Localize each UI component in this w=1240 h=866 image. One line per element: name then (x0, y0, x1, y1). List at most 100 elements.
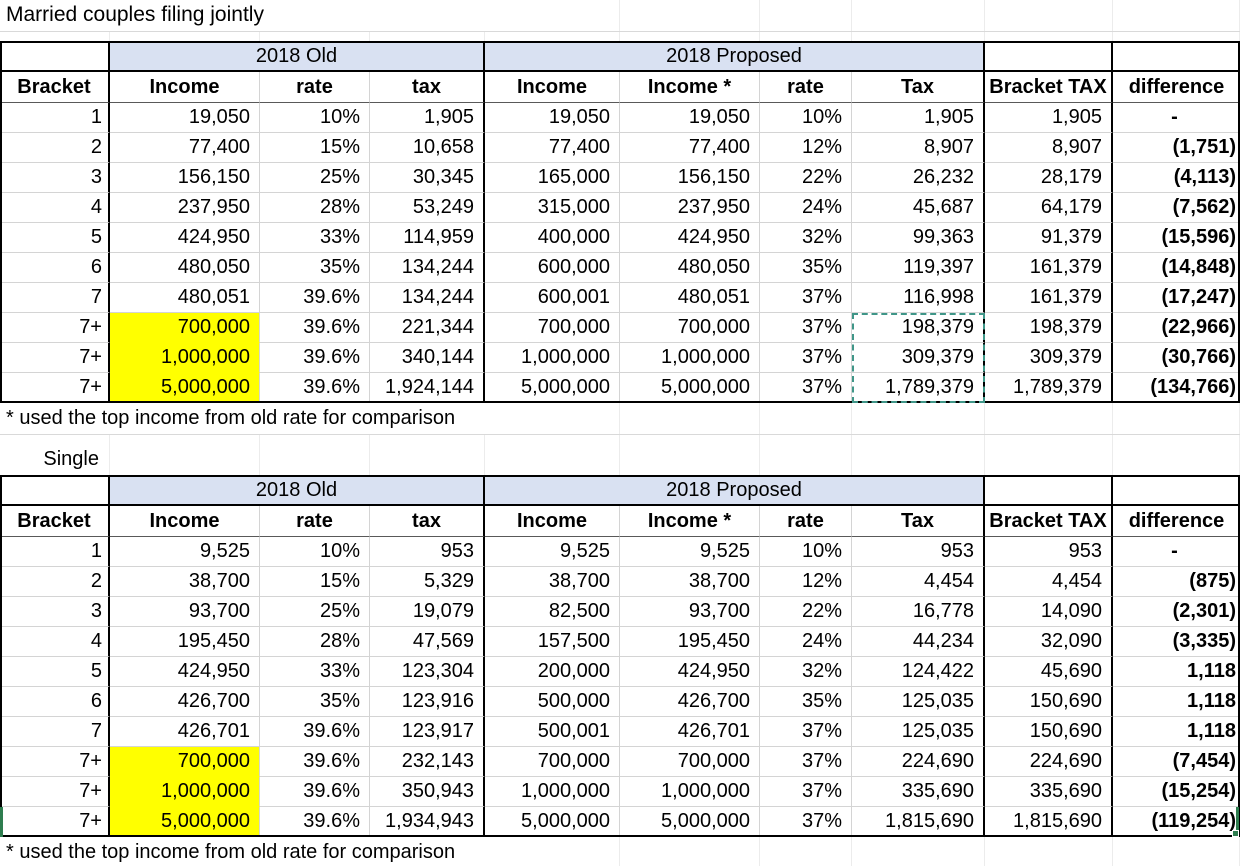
cell[interactable]: 426,700 (110, 687, 260, 717)
group-header-proposed[interactable]: 2018 Proposed (485, 475, 985, 506)
cell[interactable]: 77,400 (485, 133, 620, 163)
cell[interactable]: 9,525 (620, 537, 760, 567)
cell[interactable]: 5,000,000 (485, 373, 620, 403)
cell[interactable]: 700,000 (620, 313, 760, 343)
column-header-rate[interactable]: rate (760, 506, 852, 537)
cell[interactable]: 161,379 (985, 253, 1113, 283)
cell[interactable]: 32% (760, 657, 852, 687)
empty-cell[interactable] (852, 445, 985, 475)
column-header-bracket-tax[interactable]: Bracket TAX (985, 506, 1113, 537)
cell[interactable]: (1,751) (1113, 133, 1240, 163)
empty-cell[interactable] (852, 0, 985, 31)
cell[interactable]: 165,000 (485, 163, 620, 193)
cell[interactable]: (134,766) (1150, 376, 1236, 398)
cell[interactable]: 424,950 (620, 223, 760, 253)
cell[interactable]: 134,244 (370, 253, 485, 283)
column-header-income[interactable]: Income (110, 72, 260, 103)
cell[interactable]: 28,179 (985, 163, 1113, 193)
cell[interactable]: 953 (370, 537, 485, 567)
cell[interactable]: 1,000,000 (485, 777, 620, 807)
cell[interactable]: 91,379 (985, 223, 1113, 253)
cell[interactable]: 700,000 (110, 313, 260, 343)
cell[interactable]: 335,690 (852, 777, 985, 807)
cell[interactable]: 37% (760, 777, 852, 807)
cell[interactable]: 4,454 (985, 567, 1113, 597)
cell[interactable]: 35% (260, 687, 370, 717)
cell[interactable]: 9,525 (485, 537, 620, 567)
cell[interactable]: 700,000 (110, 747, 260, 777)
cell[interactable]: 424,950 (620, 657, 760, 687)
cell[interactable]: (3,335) (1113, 627, 1240, 657)
cell[interactable]: (17,247) (1113, 283, 1240, 313)
empty-cell[interactable] (1113, 475, 1240, 506)
cell[interactable]: 39.6% (260, 313, 370, 343)
cell[interactable]: 123,917 (370, 717, 485, 747)
cell[interactable]: 232,143 (370, 747, 485, 777)
cell[interactable]: (14,848) (1113, 253, 1240, 283)
cell[interactable]: - (1113, 537, 1240, 567)
cell[interactable]: 1,118 (1113, 657, 1240, 687)
column-header-bracket-tax[interactable]: Bracket TAX (985, 72, 1113, 103)
empty-cell[interactable] (760, 403, 852, 434)
cell[interactable]: 125,035 (852, 717, 985, 747)
cell[interactable]: 119,397 (852, 253, 985, 283)
cell[interactable]: 350,943 (370, 777, 485, 807)
cell[interactable]: 237,950 (620, 193, 760, 223)
cell[interactable]: 1,000,000 (110, 343, 260, 373)
cell[interactable]: 953 (985, 537, 1113, 567)
cell[interactable]: 10,658 (370, 133, 485, 163)
cell[interactable]: 93,700 (110, 597, 260, 627)
cell[interactable]: 28% (260, 627, 370, 657)
cell[interactable]: 37% (760, 373, 852, 403)
empty-cell[interactable] (620, 403, 760, 434)
cell[interactable]: 309,379 (852, 343, 985, 373)
single-label[interactable]: Single (0, 445, 110, 475)
cell[interactable]: 39.6% (260, 717, 370, 747)
cell[interactable]: 37% (760, 283, 852, 313)
cell[interactable]: 500,001 (485, 717, 620, 747)
cell[interactable]: 99,363 (852, 223, 985, 253)
group-header-old[interactable]: 2018 Old (110, 41, 485, 72)
cell[interactable]: 198,379 (852, 313, 985, 343)
cell[interactable]: 45,687 (852, 193, 985, 223)
cell[interactable]: 39.6% (260, 283, 370, 313)
cell[interactable]: (15,254) (1113, 777, 1240, 807)
cell[interactable]: 424,950 (110, 657, 260, 687)
cell[interactable]: 1,118 (1113, 717, 1240, 747)
cell[interactable]: 15% (260, 567, 370, 597)
cell[interactable]: 5,000,000 (485, 807, 620, 837)
cell[interactable]: 37% (760, 313, 852, 343)
cell[interactable]: 116,998 (852, 283, 985, 313)
cell[interactable]: 426,700 (620, 687, 760, 717)
cell[interactable]: 7+ (0, 343, 110, 373)
cell[interactable]: 124,422 (852, 657, 985, 687)
cell[interactable]: 480,050 (620, 253, 760, 283)
cell[interactable]: 14,090 (985, 597, 1113, 627)
cell[interactable]: 19,079 (370, 597, 485, 627)
cell[interactable]: (15,596) (1113, 223, 1240, 253)
cell[interactable]: 7 (0, 717, 110, 747)
empty-cell[interactable] (852, 837, 985, 866)
cell[interactable]: 480,051 (110, 283, 260, 313)
cell[interactable]: 25% (260, 597, 370, 627)
empty-cell[interactable] (760, 837, 852, 866)
cell[interactable]: 37% (760, 343, 852, 373)
cell[interactable]: 24% (760, 627, 852, 657)
cell[interactable]: 5 (0, 657, 110, 687)
cell[interactable]: 39.6% (260, 343, 370, 373)
column-header-income[interactable]: Income * (620, 72, 760, 103)
cell[interactable]: 5,000,000 (110, 807, 260, 837)
footnote-single[interactable]: * used the top income from old rate for … (0, 837, 620, 866)
cell[interactable]: 7+ (0, 373, 110, 403)
cell[interactable]: 37% (760, 717, 852, 747)
cell[interactable]: 480,051 (620, 283, 760, 313)
cell[interactable]: 424,950 (110, 223, 260, 253)
cell[interactable]: (2,301) (1113, 597, 1240, 627)
cell[interactable]: 134,244 (370, 283, 485, 313)
cell[interactable]: 26,232 (852, 163, 985, 193)
sheet-title[interactable]: Married couples filing jointly (0, 0, 620, 31)
group-header-old[interactable]: 2018 Old (110, 475, 485, 506)
cell[interactable]: - (1113, 103, 1240, 133)
cell[interactable]: 340,144 (370, 343, 485, 373)
cell[interactable]: 53,249 (370, 193, 485, 223)
